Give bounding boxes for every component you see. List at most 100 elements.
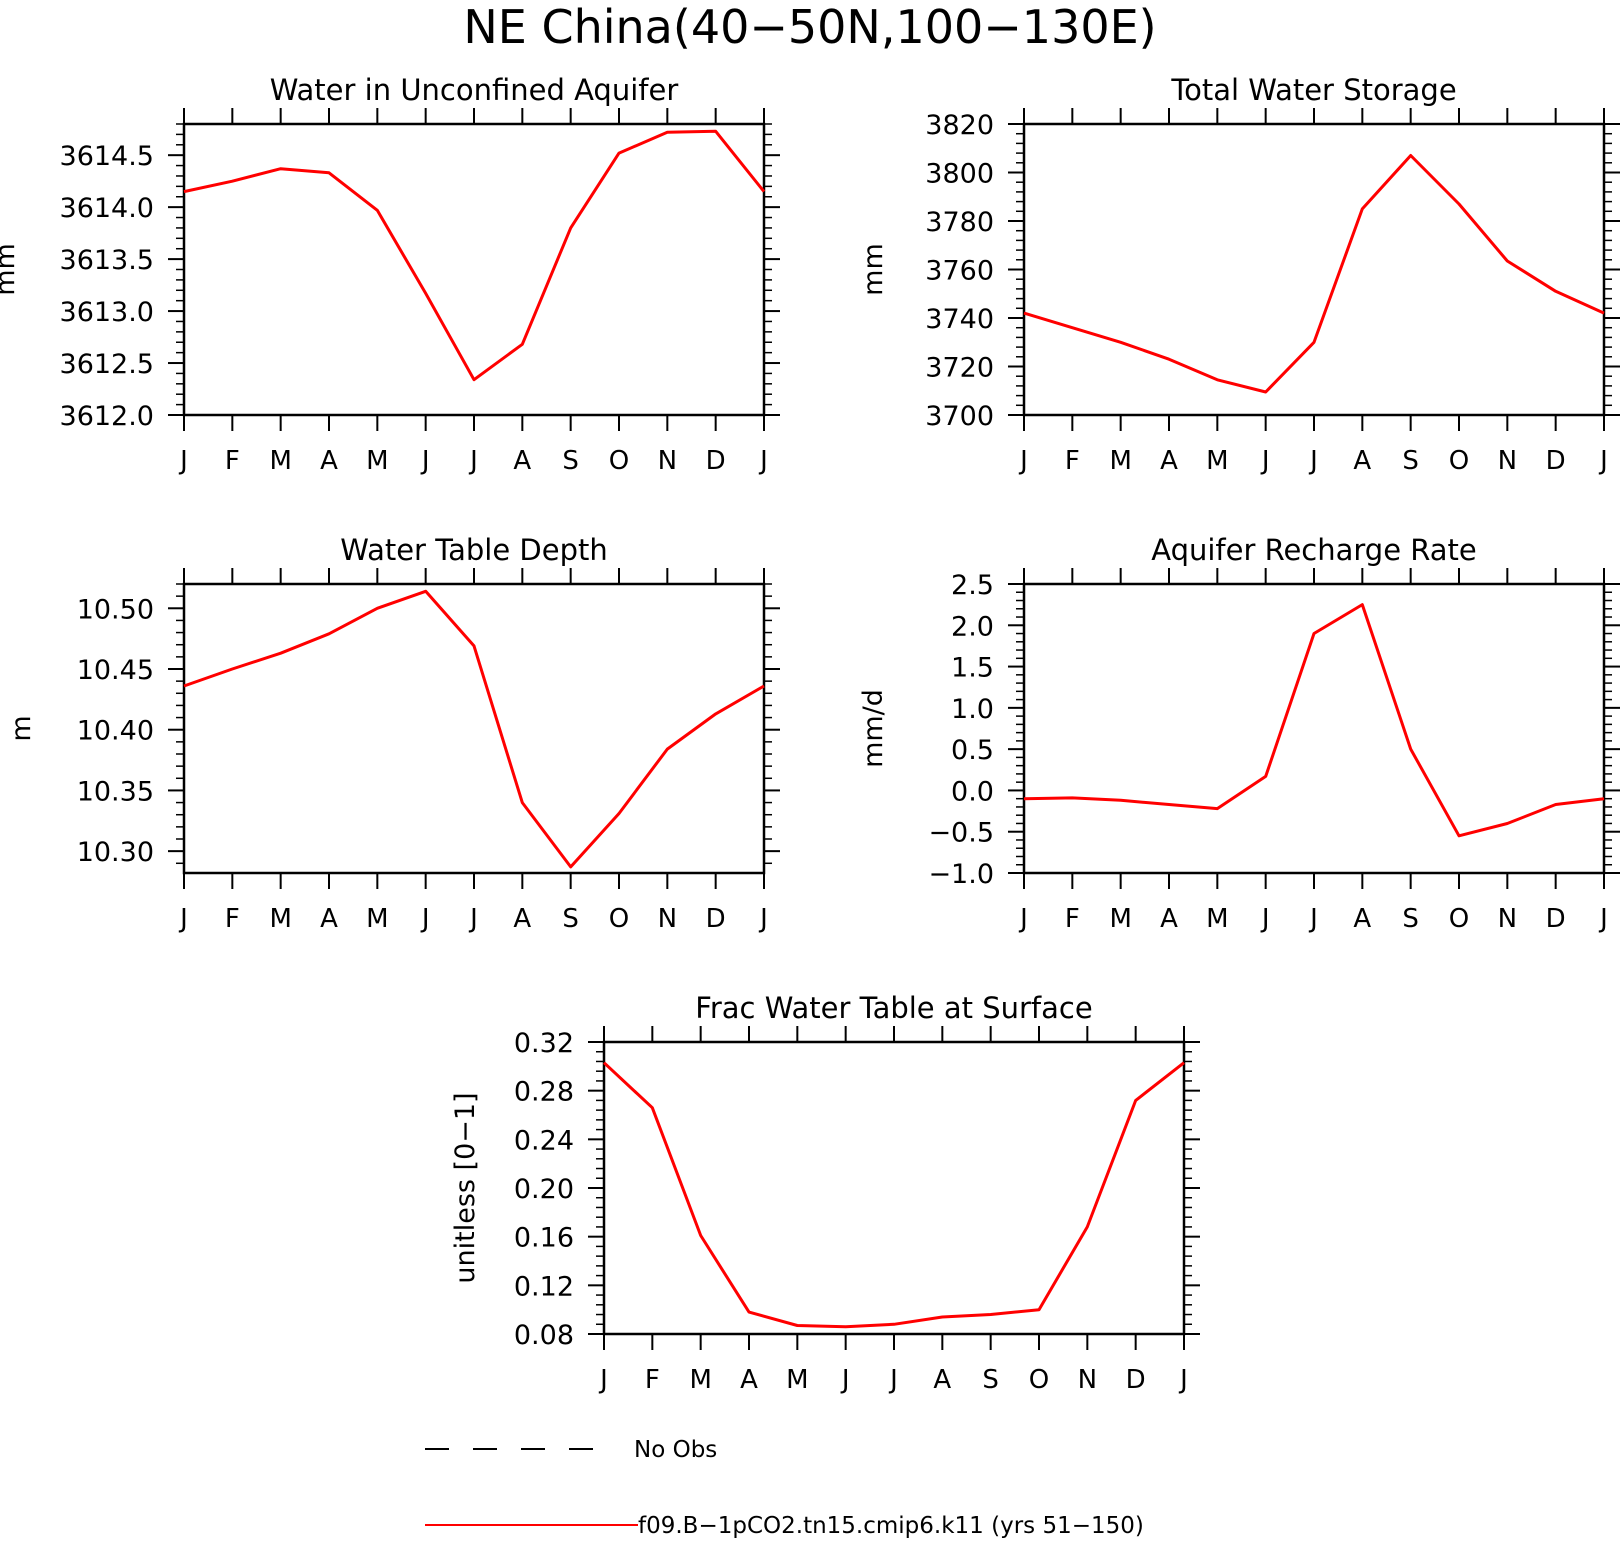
panel-title: Frac Water Table at Surface [695,991,1092,1025]
x-tick-label: J [420,904,430,934]
y-tick-label: 0.24 [514,1125,574,1156]
x-tick-label: O [609,446,629,476]
x-tick-label: J [840,1365,850,1395]
y-tick-label: 10.45 [77,655,154,686]
y-tick-label: −0.5 [928,818,994,849]
x-tick-label: M [1206,904,1228,934]
x-tick-label: M [689,1365,711,1395]
x-tick-label: J [598,1365,608,1395]
y-tick-label: 10.50 [77,594,154,625]
y-tick-label: 0.12 [514,1271,574,1302]
x-tick-label: D [706,446,726,476]
x-tick-label: A [513,446,531,476]
figure-title: NE China(40−50N,100−130E) [463,0,1156,54]
x-tick-label: J [1308,446,1318,476]
x-tick-label: N [1498,904,1517,934]
x-tick-label: J [1308,904,1318,934]
x-tick-label: D [1546,446,1566,476]
x-tick-label: J [1598,446,1608,476]
x-tick-label: J [1018,446,1028,476]
y-axis-title: unitless [0−1] [450,1092,481,1283]
x-tick-label: S [1402,904,1419,934]
legend-label-model-run: f09.B−1pCO2.tn15.cmip6.k11 (yrs 51−150) [638,1513,1144,1539]
series-line [183,589,765,869]
y-tick-label: 0.28 [514,1077,574,1108]
y-tick-label: 3780 [925,207,994,238]
x-tick-label: J [1260,904,1270,934]
x-tick-label: A [1353,446,1371,476]
plot-frame [1022,122,1606,417]
x-tick-label: F [225,904,240,934]
x-tick-label: M [1109,446,1131,476]
x-tick-label: S [562,446,579,476]
y-axis-title: mm [858,243,889,296]
y-tick-label: 10.35 [77,776,154,807]
legend: No Obs f09.B−1pCO2.tn15.cmip6.k11 (yrs 5… [425,1437,1144,1539]
panel-title: Water Table Depth [340,533,608,567]
y-tick-label: 0.16 [514,1223,574,1254]
x-tick-label: F [645,1365,660,1395]
y-tick-label: 0.08 [514,1320,574,1351]
x-tick-label: J [178,446,188,476]
panel-title: Total Water Storage [1170,73,1456,107]
y-tick-label: 10.30 [77,837,154,868]
x-tick-label: J [1598,904,1608,934]
x-tick-label: A [513,904,531,934]
x-tick-label: N [658,904,677,934]
x-tick-label: J [420,446,430,476]
panel-title: Water in Unconfined Aquifer [270,73,679,107]
y-tick-label: 0.32 [514,1028,574,1059]
y-tick-label: 3613.0 [60,297,154,328]
y-tick-label: 3720 [925,353,994,384]
x-tick-label: M [269,904,291,934]
x-tick-label: S [562,904,579,934]
x-tick-label: S [982,1365,999,1395]
y-tick-label: 2.0 [951,611,994,642]
y-tick-label: 3700 [925,401,994,432]
x-tick-label: J [758,446,768,476]
plot-frame [1022,582,1606,875]
x-tick-label: M [786,1365,808,1395]
y-tick-label: −1.0 [928,859,994,890]
x-tick-label: A [933,1365,951,1395]
y-tick-label: 3613.5 [60,245,154,276]
y-tick-label: 0.0 [951,776,994,807]
y-tick-label: 3614.5 [60,141,154,172]
x-tick-label: O [1029,1365,1049,1395]
x-tick-label: M [269,446,291,476]
y-tick-label: 3760 [925,256,994,287]
x-tick-label: D [1546,904,1566,934]
y-tick-label: 3820 [925,110,994,141]
y-tick-label: 3612.5 [60,349,154,380]
y-tick-label: 1.5 [951,653,994,684]
x-tick-label: A [740,1365,758,1395]
x-tick-label: O [609,904,629,934]
y-axis-title: mm/d [858,689,889,768]
y-tick-label: 3800 [925,159,994,190]
y-tick-label: 2.5 [951,570,994,601]
y-tick-label: 3612.0 [60,401,154,432]
x-tick-label: J [468,446,478,476]
x-tick-label: J [468,904,478,934]
y-tick-label: 0.5 [951,735,994,766]
y-axis-title: mm [0,243,21,296]
series-line [183,129,766,382]
x-tick-label: A [320,446,338,476]
x-tick-label: N [1078,1365,1097,1395]
x-tick-label: F [1065,446,1080,476]
x-tick-label: D [1126,1365,1146,1395]
x-tick-label: J [1178,1365,1188,1395]
plot-frame [182,122,766,417]
x-tick-label: N [1498,446,1517,476]
series-line [1023,154,1605,394]
x-tick-label: O [1449,446,1469,476]
x-tick-label: J [758,904,768,934]
x-tick-label: F [225,446,240,476]
panel-title: Aquifer Recharge Rate [1151,533,1477,567]
plot-frame [182,582,766,875]
